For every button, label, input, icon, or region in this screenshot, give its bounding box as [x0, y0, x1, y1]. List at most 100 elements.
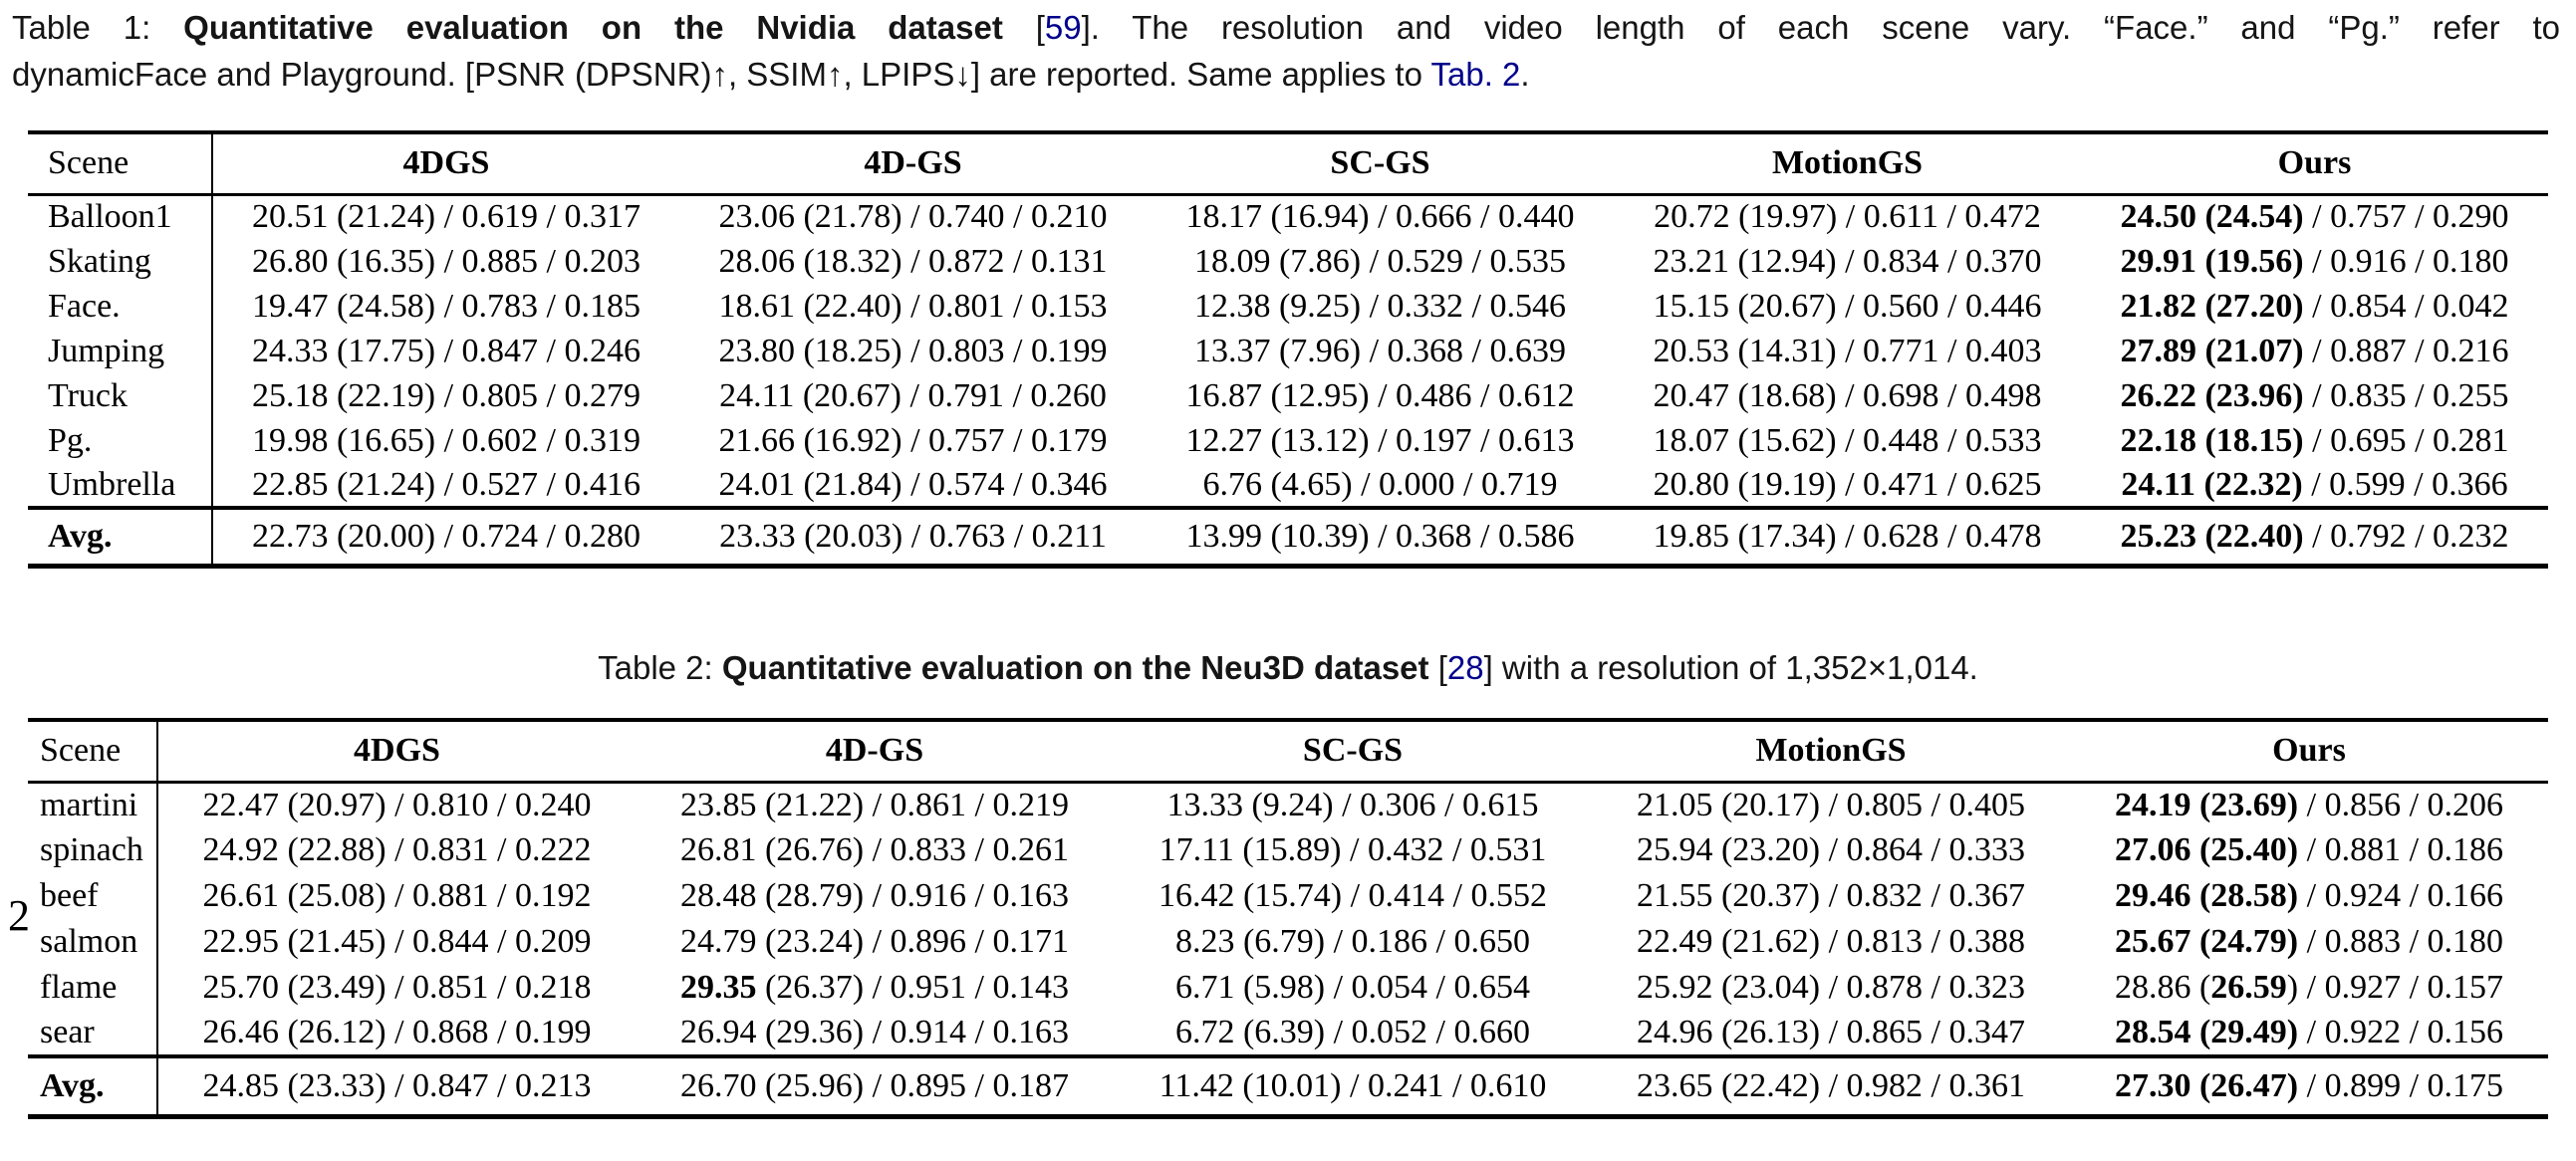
- text-run: / 0.899 / 0.175: [2298, 1066, 2504, 1104]
- text-run: / 0.695 / 0.281: [2303, 421, 2509, 459]
- text-run: / 0.599 / 0.366: [2302, 465, 2508, 503]
- table-2-caption: Table 2: Quantitative evaluation on the …: [0, 644, 2576, 691]
- text-run: 24.85 (23.33) / 0.847 / 0.213: [202, 1066, 592, 1104]
- text-run: 13.99 (10.39) / 0.368 / 0.586: [1185, 517, 1575, 555]
- scene-label: sear: [28, 1011, 158, 1056]
- text-run: 6.71 (5.98) / 0.054 / 0.654: [1174, 969, 1531, 1006]
- text-run: / 0.883 / 0.180: [2298, 923, 2504, 960]
- text-run: 15.15 (20.67) / 0.560 / 0.446: [1653, 287, 2042, 325]
- citation-28-link[interactable]: 28: [1446, 649, 1484, 686]
- text-run: 20.72 (19.97) / 0.611 / 0.472: [1654, 198, 2041, 236]
- metric-cell: 13.99 (10.39) / 0.368 / 0.586: [1147, 506, 1614, 566]
- metric-cell: 20.80 (19.19) / 0.471 / 0.625: [1614, 463, 2081, 508]
- text-run: 13.33 (9.24) / 0.306 / 0.615: [1166, 786, 1539, 823]
- text-run: 24.79 (23.24) / 0.896 / 0.171: [679, 923, 1070, 960]
- text-run: 16.42 (15.74) / 0.414 / 0.552: [1158, 877, 1548, 914]
- metric-cell: 23.33 (20.03) / 0.763 / 0.211: [679, 506, 1147, 566]
- text-run: 26.70 (25.96) / 0.895 / 0.187: [679, 1066, 1070, 1104]
- metric-cell: 26.46 (26.12) / 0.868 / 0.199: [157, 1011, 636, 1056]
- average-row: Avg. 24.85 (23.33) / 0.847 / 0.213 26.70 (…: [28, 1054, 2548, 1116]
- text-run: / 0.922 / 0.156: [2298, 1014, 2504, 1050]
- metric-cell: 22.73 (20.00) / 0.724 / 0.280: [212, 506, 679, 566]
- bold-text-run: 29.46 (28.58): [2114, 877, 2299, 914]
- metric-cell: 18.17 (16.94) / 0.666 / 0.440: [1147, 194, 1614, 239]
- metric-cell: 26.61 (25.08) / 0.881 / 0.192: [157, 873, 636, 919]
- text-run: / 0.854 / 0.042: [2303, 287, 2509, 325]
- table-1-body: Balloon1 20.51 (21.24) / 0.619 / 0.317 23.…: [28, 194, 2548, 508]
- method-column-header: 4D-GS: [679, 132, 1147, 196]
- text-run: 19.98 (16.65) / 0.602 / 0.319: [251, 421, 642, 459]
- text-run: 28.48 (28.79) / 0.916 / 0.163: [679, 877, 1070, 914]
- text-run: 12.38 (9.25) / 0.332 / 0.546: [1193, 287, 1567, 325]
- metric-cell: 29.46 (28.58) / 0.924 / 0.166: [2070, 873, 2548, 919]
- text-run: / 0.881 / 0.186: [2298, 831, 2504, 868]
- metric-cell: 17.11 (15.89) / 0.432 / 0.531: [1114, 827, 1592, 873]
- text-run: 23.80 (18.25) / 0.803 / 0.199: [718, 332, 1108, 369]
- text-run: / 0.835 / 0.255: [2303, 376, 2509, 414]
- text-run: 21.05 (20.17) / 0.805 / 0.405: [1636, 786, 2026, 823]
- text-run: 20.47 (18.68) / 0.698 / 0.498: [1653, 376, 2042, 414]
- bold-text-run: 27.06 (25.40): [2114, 831, 2299, 868]
- scene-row: sear 26.46 (26.12) / 0.868 / 0.199 26.94 (…: [28, 1011, 2548, 1056]
- metric-cell: 22.49 (21.62) / 0.813 / 0.388: [1592, 919, 2070, 965]
- text-run: .: [1520, 56, 1530, 93]
- scene-row: salmon 22.95 (21.45) / 0.844 / 0.209 24.79…: [28, 919, 2548, 965]
- metric-cell: 28.06 (18.32) / 0.872 / 0.131: [679, 239, 1147, 284]
- scene-label: Avg.: [28, 506, 213, 566]
- metric-cell: 20.47 (18.68) / 0.698 / 0.498: [1614, 373, 2081, 418]
- text-run: 23.21 (12.94) / 0.834 / 0.370: [1653, 242, 2042, 280]
- metric-cell: 20.53 (14.31) / 0.771 / 0.403: [1614, 329, 2081, 373]
- metric-cell: 22.85 (21.24) / 0.527 / 0.416: [212, 463, 679, 508]
- metric-cell: 21.55 (20.37) / 0.832 / 0.367: [1592, 873, 2070, 919]
- metric-cell: 23.80 (18.25) / 0.803 / 0.199: [679, 329, 1147, 373]
- text-run: 25.94 (23.20) / 0.864 / 0.333: [1636, 831, 2026, 868]
- metric-cell: 27.06 (25.40) / 0.881 / 0.186: [2070, 827, 2548, 873]
- scene-row: Face. 19.47 (24.58) / 0.783 / 0.185 18.61 …: [28, 284, 2548, 329]
- metric-cell: 22.18 (18.15) / 0.695 / 0.281: [2081, 418, 2548, 463]
- text-run: Table 2:: [598, 649, 722, 686]
- text-run: 17.11 (15.89) / 0.432 / 0.531: [1159, 831, 1547, 868]
- metric-cell: 22.47 (20.97) / 0.810 / 0.240: [157, 782, 636, 827]
- text-run: 24.11 (20.67) / 0.791 / 0.260: [719, 376, 1107, 414]
- scene-label: Skating: [28, 239, 213, 284]
- bold-text-run: 29.91 (19.56): [2120, 242, 2304, 280]
- metric-cell: 26.80 (16.35) / 0.885 / 0.203: [212, 239, 679, 284]
- text-run: 23.06 (21.78) / 0.740 / 0.210: [718, 198, 1108, 236]
- text-run: 20.80 (19.19) / 0.471 / 0.625: [1653, 465, 2042, 503]
- text-run: 13.37 (7.96) / 0.368 / 0.639: [1193, 332, 1567, 369]
- table-2-ref-link[interactable]: Tab. 2: [1430, 56, 1521, 93]
- scene-row: Skating 26.80 (16.35) / 0.885 / 0.203 28.0…: [28, 239, 2548, 284]
- metric-cell: 19.85 (17.34) / 0.628 / 0.478: [1614, 506, 2081, 566]
- bold-text-run: 24.11 (22.32): [2121, 465, 2303, 503]
- text-run: / 0.856 / 0.206: [2298, 786, 2504, 823]
- scene-column-header: Scene: [28, 132, 213, 196]
- metric-cell: 21.66 (16.92) / 0.757 / 0.179: [679, 418, 1147, 463]
- text-run: 20.51 (21.24) / 0.619 / 0.317: [251, 198, 642, 236]
- table-2-body: martini 22.47 (20.97) / 0.810 / 0.240 23.8…: [28, 782, 2548, 1056]
- text-run: / 0.924 / 0.166: [2298, 877, 2504, 914]
- scene-label: Jumping: [28, 329, 213, 373]
- bold-text-run: 24.50 (24.54): [2120, 198, 2304, 236]
- page-margin-number: 2: [8, 891, 30, 940]
- metric-cell: 24.92 (22.88) / 0.831 / 0.222: [157, 827, 636, 873]
- scene-row: Jumping 24.33 (17.75) / 0.847 / 0.246 23.8…: [28, 329, 2548, 373]
- scene-label: spinach: [28, 827, 158, 873]
- text-run: 26.94 (29.36) / 0.914 / 0.163: [679, 1014, 1070, 1050]
- text-run: 22.95 (21.45) / 0.844 / 0.209: [202, 923, 592, 960]
- metric-cell: 18.09 (7.86) / 0.529 / 0.535: [1147, 239, 1614, 284]
- metric-cell: 24.11 (20.67) / 0.791 / 0.260: [679, 373, 1147, 418]
- bold-text-run: 27.89 (21.07): [2120, 332, 2304, 369]
- scene-label: flame: [28, 965, 158, 1011]
- table-1-caption-line-2: dynamicFace and Playground. [PSNR (DPSNR…: [12, 51, 2560, 98]
- metric-cell: 24.96 (26.13) / 0.865 / 0.347: [1592, 1011, 2070, 1056]
- table-2-header: Scene 4DGS 4D-GS SC-GS MotionGS Ours: [28, 720, 2548, 784]
- table-2-average: Avg. 24.85 (23.33) / 0.847 / 0.213 26.70 (…: [28, 1054, 2548, 1116]
- metric-cell: 24.50 (24.54) / 0.757 / 0.290: [2081, 194, 2548, 239]
- citation-59-link[interactable]: 59: [1044, 9, 1082, 46]
- scene-row: Balloon1 20.51 (21.24) / 0.619 / 0.317 23.…: [28, 194, 2548, 239]
- metric-cell: 16.87 (12.95) / 0.486 / 0.612: [1147, 373, 1614, 418]
- text-run: 23.85 (21.22) / 0.861 / 0.219: [679, 786, 1070, 823]
- metric-cell: 18.61 (22.40) / 0.801 / 0.153: [679, 284, 1147, 329]
- scene-label: salmon: [28, 919, 158, 965]
- text-run: 18.61 (22.40) / 0.801 / 0.153: [718, 287, 1108, 325]
